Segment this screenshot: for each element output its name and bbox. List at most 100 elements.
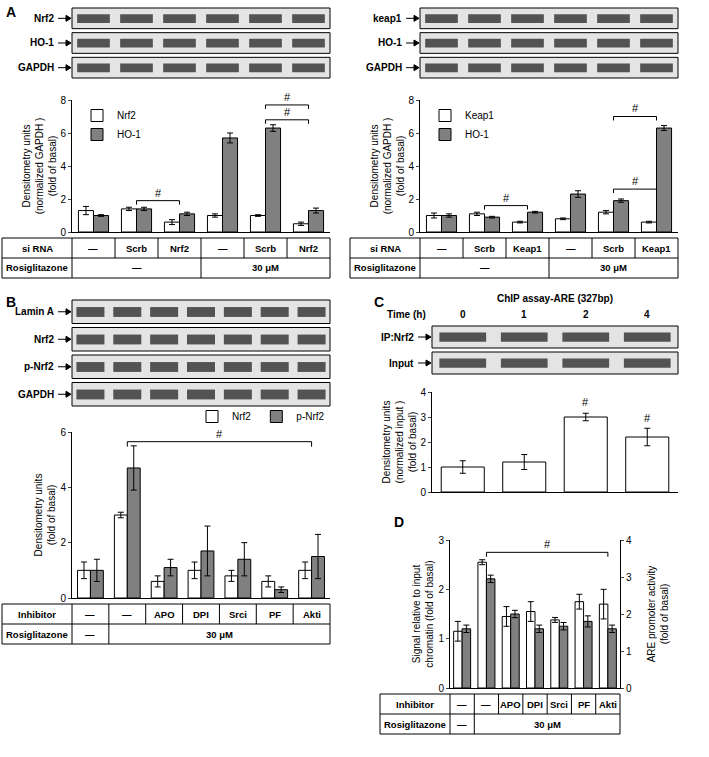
svg-text:Keap1: Keap1 xyxy=(642,243,671,254)
svg-text:—: — xyxy=(218,243,228,254)
svg-text:keap1: keap1 xyxy=(373,13,402,24)
svg-text:ChIP assay-ARE (327bp): ChIP assay-ARE (327bp) xyxy=(497,293,613,304)
svg-text:Srci: Srci xyxy=(229,609,247,620)
svg-text:#: # xyxy=(284,91,291,103)
svg-text:Signal relative to inputchroma: Signal relative to inputchromatin (fold … xyxy=(411,560,435,667)
svg-text:GAPDH: GAPDH xyxy=(18,389,54,400)
svg-text:Densitometry units(normalized: Densitometry units(normalized GAPDH )(fo… xyxy=(369,118,406,215)
svg-text:0: 0 xyxy=(438,683,444,694)
svg-text:Keap1: Keap1 xyxy=(513,243,542,254)
svg-text:Scrb: Scrb xyxy=(603,243,624,254)
svg-text:—: — xyxy=(85,629,95,640)
svg-text:Nrf2: Nrf2 xyxy=(299,243,318,254)
svg-text:Rosiglitazone: Rosiglitazone xyxy=(354,262,416,273)
svg-text:p-Nrf2: p-Nrf2 xyxy=(296,411,324,422)
svg-text:#: # xyxy=(503,192,510,204)
svg-text:—: — xyxy=(88,243,98,254)
svg-text:Inhibitor: Inhibitor xyxy=(396,699,434,710)
svg-text:#: # xyxy=(155,187,162,199)
svg-text:—: — xyxy=(437,243,447,254)
svg-text:HO-1: HO-1 xyxy=(117,129,141,140)
svg-text:—: — xyxy=(480,262,490,273)
svg-text:APO: APO xyxy=(154,609,175,620)
svg-text:1: 1 xyxy=(420,462,426,473)
svg-text:PF: PF xyxy=(269,609,281,620)
svg-text:0: 0 xyxy=(626,683,632,694)
svg-text:Scrb: Scrb xyxy=(126,243,147,254)
svg-text:4: 4 xyxy=(408,161,414,172)
svg-text:HO-1: HO-1 xyxy=(30,37,54,48)
svg-text:6: 6 xyxy=(60,427,66,438)
svg-text:8: 8 xyxy=(60,95,66,106)
svg-text:0: 0 xyxy=(460,309,466,320)
svg-text:#: # xyxy=(632,102,639,114)
svg-text:0: 0 xyxy=(420,487,426,498)
svg-text:30 μM: 30 μM xyxy=(534,719,561,730)
svg-text:30 μM: 30 μM xyxy=(206,629,233,640)
svg-text:4: 4 xyxy=(626,535,632,546)
svg-text:0: 0 xyxy=(60,593,66,604)
svg-text:1: 1 xyxy=(521,309,527,320)
svg-text:Scrb: Scrb xyxy=(474,243,495,254)
svg-text:8: 8 xyxy=(408,95,414,106)
svg-text:Nrf2: Nrf2 xyxy=(34,334,54,345)
svg-text:PF: PF xyxy=(578,699,590,710)
svg-text:2: 2 xyxy=(438,584,444,595)
svg-text:Nrf2: Nrf2 xyxy=(117,110,136,121)
svg-text:Srci: Srci xyxy=(550,699,568,710)
svg-text:—: — xyxy=(457,699,467,710)
svg-text:—: — xyxy=(85,609,95,620)
svg-text:Rosiglitazone: Rosiglitazone xyxy=(6,262,68,273)
svg-text:6: 6 xyxy=(408,128,414,139)
svg-text:Rosiglitazone: Rosiglitazone xyxy=(6,629,68,640)
svg-text:30 μM: 30 μM xyxy=(252,262,279,273)
svg-text:Nrf2: Nrf2 xyxy=(232,411,251,422)
svg-text:Time (h): Time (h) xyxy=(387,309,426,320)
svg-text:—: — xyxy=(132,262,142,273)
svg-text:IP:Nrf2: IP:Nrf2 xyxy=(381,332,414,343)
svg-text:30 μM: 30 μM xyxy=(600,262,627,273)
svg-text:GAPDH: GAPDH xyxy=(18,62,54,73)
svg-text:3: 3 xyxy=(420,412,426,423)
svg-text:#: # xyxy=(216,428,223,440)
svg-text:ARE promoter activity(fold of: ARE promoter activity(fold of basal) xyxy=(646,566,670,663)
svg-text:Akti: Akti xyxy=(303,609,321,620)
svg-text:Densitometry units(normalized: Densitometry units(normalized input )(fo… xyxy=(381,401,418,484)
svg-text:6: 6 xyxy=(60,128,66,139)
svg-text:3: 3 xyxy=(438,535,444,546)
svg-text:#: # xyxy=(582,396,589,408)
svg-text:—: — xyxy=(566,243,576,254)
svg-text:4: 4 xyxy=(644,309,650,320)
svg-text:1: 1 xyxy=(626,646,632,657)
svg-text:HO-1: HO-1 xyxy=(378,37,402,48)
svg-text:3: 3 xyxy=(626,572,632,583)
svg-text:A: A xyxy=(6,4,16,20)
svg-text:#: # xyxy=(644,412,651,424)
svg-text:HO-1: HO-1 xyxy=(465,129,489,140)
svg-text:Scrb: Scrb xyxy=(255,243,276,254)
svg-text:#: # xyxy=(544,538,551,550)
svg-text:si RNA: si RNA xyxy=(370,243,401,254)
svg-text:—: — xyxy=(457,719,467,730)
svg-text:Rosiglitazone: Rosiglitazone xyxy=(384,719,446,730)
svg-text:4: 4 xyxy=(420,387,426,398)
svg-text:0: 0 xyxy=(60,227,66,238)
svg-text:Input: Input xyxy=(389,358,414,369)
svg-text:DPI: DPI xyxy=(527,699,543,710)
svg-text:C: C xyxy=(374,294,384,310)
svg-text:B: B xyxy=(6,294,16,310)
svg-text:Densitometry units(normalized: Densitometry units(normalized GAPDH )(fo… xyxy=(21,118,58,215)
svg-text:GAPDH: GAPDH xyxy=(366,62,402,73)
svg-text:2: 2 xyxy=(420,437,426,448)
svg-text:2: 2 xyxy=(408,194,414,205)
svg-text:Keap1: Keap1 xyxy=(465,110,494,121)
svg-text:2: 2 xyxy=(583,309,589,320)
svg-text:2: 2 xyxy=(60,537,66,548)
svg-text:Nrf2: Nrf2 xyxy=(34,13,54,24)
svg-text:4: 4 xyxy=(60,482,66,493)
svg-text:—: — xyxy=(122,609,132,620)
svg-text:—: — xyxy=(481,699,491,710)
svg-text:Densitometry units(fold of bas: Densitometry units(fold of basal) xyxy=(33,474,57,557)
svg-text:4: 4 xyxy=(60,161,66,172)
svg-text:Nrf2: Nrf2 xyxy=(170,243,189,254)
